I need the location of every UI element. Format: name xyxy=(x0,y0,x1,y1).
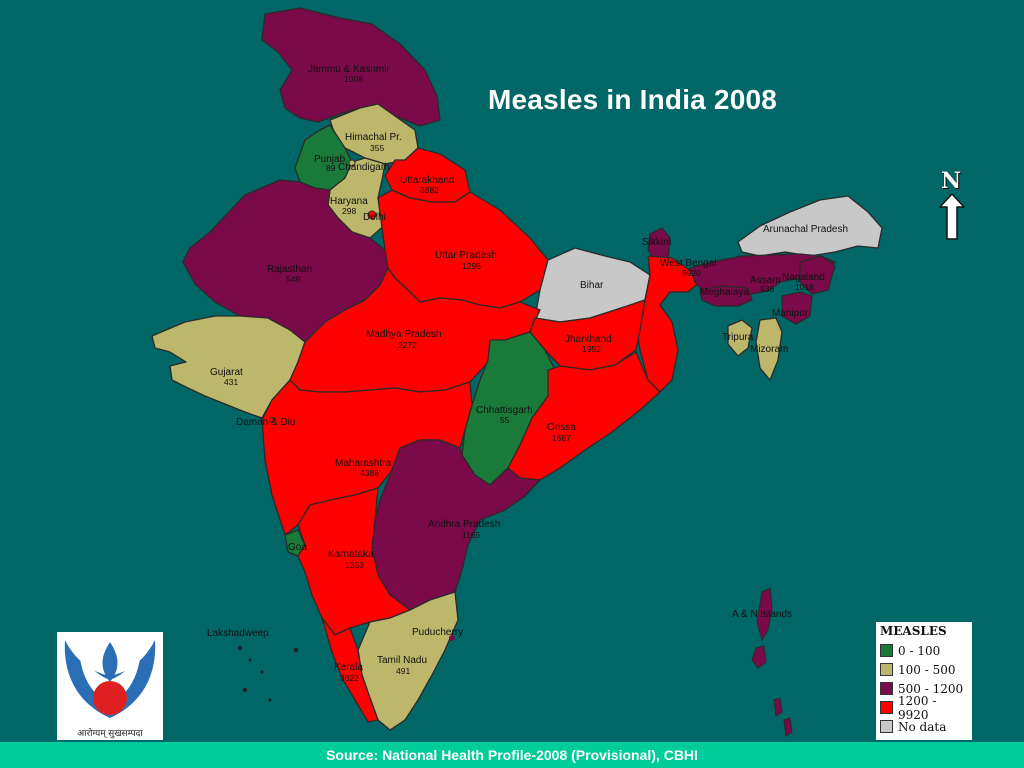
label-assam: Assam xyxy=(750,275,781,286)
label-lakshadweep: Lakshadweep xyxy=(207,628,269,639)
label-delhi: Delhi xyxy=(363,212,386,223)
label-andhra-pradesh: Andhra Pradesh xyxy=(428,519,500,530)
legend-swatch xyxy=(880,644,893,657)
organization-logo: आरोग्यम् सुखसम्पदा xyxy=(57,632,163,740)
value-jammu-kashmir: 1008 xyxy=(344,74,363,84)
state-manipur[interactable] xyxy=(781,291,813,325)
value-gujarat: 431 xyxy=(224,377,238,387)
legend-item-no-data: No data xyxy=(880,717,968,736)
legend-item-1200-9920: 1200 - 9920 xyxy=(880,694,968,722)
label-andaman-nicobar: A & N Islands xyxy=(732,609,792,620)
label-arunachal: Arunachal Pradesh xyxy=(763,224,848,235)
legend-item-500-1200: 500 - 1200 xyxy=(880,679,968,698)
legend-label: No data xyxy=(898,719,947,734)
value-rajasthan: 549 xyxy=(286,274,300,284)
india-map: Jammu & Kashmir 1008 Himachal Pr. 355 Pu… xyxy=(151,7,883,737)
label-madhya-pradesh: Madhya Pradesh xyxy=(366,329,442,340)
label-rajasthan: Rajasthan xyxy=(267,264,312,275)
value-jharkhand: 1952 xyxy=(582,344,601,354)
logo-caption: आरोग्यम् सुखसम्पदा xyxy=(77,728,143,738)
label-karnataka: Karnataka xyxy=(328,549,374,560)
value-uttarakhand: 3882 xyxy=(420,185,439,195)
legend-label: 1200 - 9920 xyxy=(898,693,937,722)
label-chhattisgarh: Chhattisgarh xyxy=(476,405,533,416)
state-tripura[interactable] xyxy=(727,319,753,357)
state-lakshadweep[interactable] xyxy=(238,646,298,702)
state-puducherry[interactable] xyxy=(449,635,455,641)
value-tamil-nadu: 491 xyxy=(396,666,410,676)
label-meghalaya: Meghalaya xyxy=(700,287,749,298)
label-jammu-kashmir: Jammu & Kashmir xyxy=(308,64,390,75)
label-bihar: Bihar xyxy=(580,280,604,291)
value-chhattisgarh: 55 xyxy=(500,415,510,425)
region-labels: Jammu & Kashmir 1008 Himachal Pr. 355 Pu… xyxy=(207,64,848,683)
value-maharashtra: 4388 xyxy=(360,468,379,478)
state-tamil-nadu[interactable] xyxy=(357,591,459,731)
source-text: Source: National Health Profile-2008 (Pr… xyxy=(326,747,698,763)
value-kerala: 3622 xyxy=(340,673,359,683)
label-uttar-pradesh: Uttar Pradesh xyxy=(435,250,497,261)
map-title: Measles in India 2008 xyxy=(488,84,778,115)
label-west-bengal: West Bengal xyxy=(660,258,717,269)
lotus-logo-icon xyxy=(64,640,156,718)
label-sikkim: Sikkim xyxy=(642,237,671,248)
value-uttar-pradesh: 1296 xyxy=(462,261,481,271)
value-karnataka: 1353 xyxy=(345,560,364,570)
label-tripura: Tripura xyxy=(722,332,754,343)
state-orissa[interactable] xyxy=(507,351,661,481)
legend-item-0-100: 0 - 100 xyxy=(880,641,968,660)
legend-swatch xyxy=(880,682,893,695)
value-madhya-pradesh: 2272 xyxy=(398,340,417,350)
map-legend: MEASLES 0 - 100 100 - 500 500 - 1200 120… xyxy=(876,622,972,740)
value-assam: 936 xyxy=(760,284,774,294)
legend-label: 0 - 100 xyxy=(898,643,941,658)
label-orissa: Orissa xyxy=(547,422,576,433)
state-mizoram[interactable] xyxy=(755,317,783,381)
state-delhi[interactable] xyxy=(367,210,377,220)
legend-title: MEASLES xyxy=(880,624,947,638)
value-west-bengal: 9920 xyxy=(682,268,701,278)
north-label: N xyxy=(941,168,962,194)
india-map-svg: Jammu & Kashmir 1008 Himachal Pr. 355 Pu… xyxy=(151,7,883,737)
label-daman-diu: Daman & Diu xyxy=(236,417,295,428)
value-orissa: 1687 xyxy=(552,433,571,443)
legend-swatch xyxy=(880,720,893,733)
label-chandigarh: Chandigarh xyxy=(338,162,390,173)
legend-label: 500 - 1200 xyxy=(898,681,964,696)
value-nagaland: 1018 xyxy=(795,282,814,292)
label-haryana: Haryana xyxy=(330,196,368,207)
label-uttarakhand: Uttarakhand xyxy=(400,175,454,186)
label-mizoram: Mizoram xyxy=(750,344,788,355)
legend-label: 100 - 500 xyxy=(898,662,956,677)
value-punjab: 89 xyxy=(326,163,336,173)
legend-swatch xyxy=(880,663,893,676)
value-andhra-pradesh: 1165 xyxy=(462,530,481,540)
label-goa: Goa xyxy=(288,542,307,553)
label-himachal: Himachal Pr. xyxy=(345,132,402,143)
label-puducherry: Puducherry xyxy=(412,627,463,638)
label-kerala: Kerala xyxy=(334,662,363,673)
state-chandigarh[interactable] xyxy=(348,159,356,167)
state-daman-diu[interactable] xyxy=(269,417,275,423)
label-jharkhand: Jharkhand xyxy=(565,334,612,345)
value-haryana: 298 xyxy=(342,206,356,216)
legend-item-100-500: 100 - 500 xyxy=(880,660,968,679)
state-gujarat[interactable] xyxy=(151,315,306,419)
state-kerala[interactable] xyxy=(321,617,379,723)
label-gujarat: Gujarat xyxy=(210,367,243,378)
label-maharashtra: Maharashtra xyxy=(335,458,392,469)
label-punjab: Punjab xyxy=(314,154,346,165)
label-manipur: Manipur xyxy=(772,308,809,319)
state-meghalaya[interactable] xyxy=(699,285,753,307)
label-tamil-nadu: Tamil Nadu xyxy=(377,655,427,666)
state-andaman-nicobar[interactable] xyxy=(751,587,793,737)
value-himachal: 355 xyxy=(370,143,384,153)
state-nagaland[interactable] xyxy=(799,255,836,295)
north-arrow-icon xyxy=(939,193,965,240)
label-nagaland: Nagaland xyxy=(782,272,825,283)
legend-swatch xyxy=(880,701,893,714)
source-footer: Source: National Health Profile-2008 (Pr… xyxy=(0,742,1024,768)
